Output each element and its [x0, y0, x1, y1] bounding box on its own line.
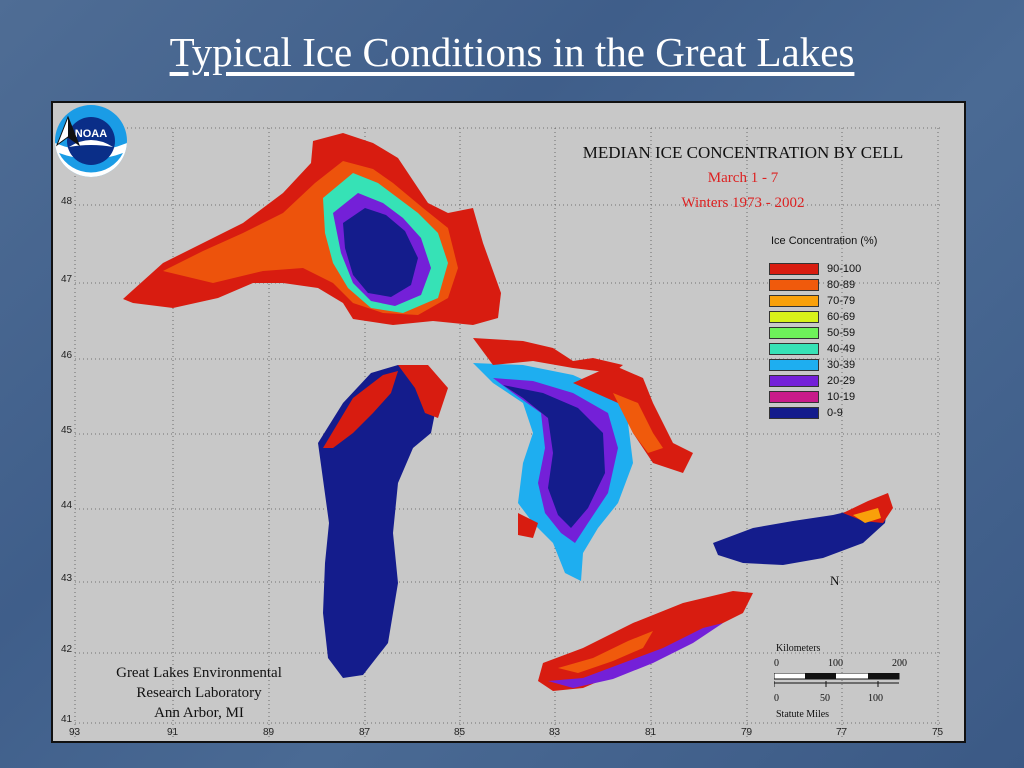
- lake-erie: [538, 591, 753, 691]
- lake-michigan: [318, 365, 448, 678]
- legend-swatch: [769, 359, 819, 371]
- lon-label: 75: [932, 727, 944, 738]
- north-label: N: [830, 573, 840, 588]
- legend-item: 20-29: [769, 373, 939, 389]
- lake-ontario: [713, 493, 893, 565]
- organization-block: Great Lakes Environmental Research Labor…: [89, 663, 309, 723]
- scale-mile-tick: 0: [774, 693, 779, 704]
- lat-label: 41: [61, 714, 73, 725]
- lon-label: 87: [359, 727, 371, 738]
- map-canvas: [74, 127, 943, 737]
- map-winters: Winters 1973 - 2002: [681, 195, 805, 211]
- lon-label: 85: [454, 727, 466, 738]
- legend-label: 20-29: [827, 375, 856, 387]
- legend-item: 90-100: [769, 261, 939, 277]
- lon-label: 77: [836, 727, 848, 738]
- legend-item: 40-49: [769, 341, 939, 357]
- legend-item: 0-9: [769, 405, 939, 421]
- map-date-range: March 1 - 7: [707, 170, 779, 186]
- lon-label: 79: [741, 727, 753, 738]
- svg-text:NOAA: NOAA: [75, 128, 107, 140]
- lat-label: 44: [61, 500, 73, 511]
- noaa-logo: NOAA: [55, 105, 127, 177]
- legend-title: Ice Concentration (%): [771, 235, 878, 247]
- scale-bar-graphic: [774, 673, 900, 687]
- legend-item: 50-59: [769, 325, 939, 341]
- legend-item: 30-39: [769, 357, 939, 373]
- lat-label: 42: [61, 644, 73, 655]
- lat-label: 45: [61, 425, 73, 436]
- scale-miles-label: Statute Miles: [776, 709, 830, 720]
- lake-superior: [123, 133, 501, 325]
- scale-bar: Kilometers 0 100 200 0 50 100 Statute Mi…: [768, 643, 918, 723]
- legend-label: 40-49: [827, 343, 856, 355]
- lon-label: 89: [263, 727, 275, 738]
- legend-label: 10-19: [827, 391, 856, 403]
- north-arrow-icon: [55, 115, 81, 147]
- scale-km-tick: 0: [774, 658, 779, 669]
- legend-swatch: [769, 279, 819, 291]
- legend-item: 80-89: [769, 277, 939, 293]
- legend-label: 50-59: [827, 327, 856, 339]
- legend-swatch: [769, 295, 819, 307]
- legend-item: 10-19: [769, 389, 939, 405]
- lat-label: 47: [61, 274, 73, 285]
- legend: Ice Concentration (%) 90-100 80-89 70-79…: [769, 235, 939, 421]
- scale-mile-tick: 50: [820, 693, 830, 704]
- legend-swatch: [769, 327, 819, 339]
- legend-swatch: [769, 311, 819, 323]
- org-line: Great Lakes Environmental: [116, 665, 282, 681]
- legend-item: 60-69: [769, 309, 939, 325]
- legend-label: 80-89: [827, 279, 856, 291]
- map-title: MEDIAN ICE CONCENTRATION BY CELL: [582, 143, 904, 162]
- lat-label: 46: [61, 350, 73, 361]
- legend-swatch: [769, 407, 819, 419]
- org-line: Research Laboratory: [136, 685, 262, 701]
- legend-item: 70-79: [769, 293, 939, 309]
- lat-label: 43: [61, 573, 73, 584]
- legend-label: 70-79: [827, 295, 856, 307]
- legend-label: 0-9: [827, 407, 843, 419]
- legend-swatch: [769, 343, 819, 355]
- lon-label: 93: [69, 727, 81, 738]
- scale-mile-tick: 100: [868, 693, 883, 704]
- lon-label: 83: [549, 727, 561, 738]
- lat-label: 48: [61, 196, 73, 207]
- scale-km-label: Kilometers: [776, 643, 821, 654]
- legend-swatch: [769, 263, 819, 275]
- legend-swatch: [769, 375, 819, 387]
- slide-title: Typical Ice Conditions in the Great Lake…: [169, 29, 855, 75]
- legend-label: 30-39: [827, 359, 856, 371]
- ice-map: 49 48 47 46 45 44 43 42 41 93 91 89 87 8…: [51, 101, 966, 743]
- legend-swatch: [769, 391, 819, 403]
- lon-label: 81: [645, 727, 657, 738]
- scale-km-tick: 200: [892, 658, 907, 669]
- scale-km-tick: 100: [828, 658, 843, 669]
- legend-label: 90-100: [827, 263, 862, 275]
- org-line: Ann Arbor, MI: [154, 705, 244, 721]
- legend-label: 60-69: [827, 311, 856, 323]
- lon-label: 91: [167, 727, 179, 738]
- lake-huron: [473, 338, 693, 581]
